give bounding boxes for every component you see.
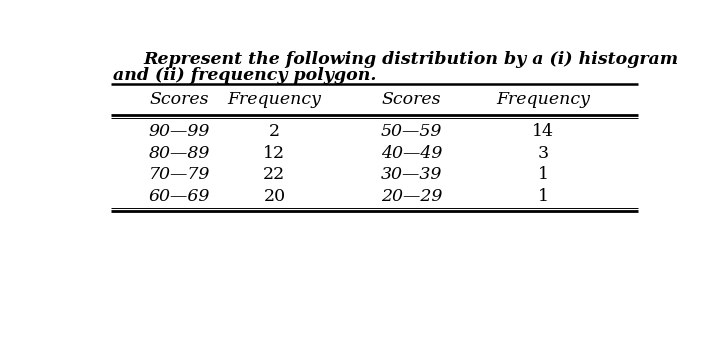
Text: 1: 1 bbox=[538, 187, 549, 205]
Text: 60—69: 60—69 bbox=[149, 187, 210, 205]
Text: 22: 22 bbox=[263, 166, 286, 183]
Text: Scores: Scores bbox=[150, 91, 209, 108]
Text: 80—89: 80—89 bbox=[149, 145, 210, 162]
Text: Scores: Scores bbox=[382, 91, 441, 108]
Text: 1: 1 bbox=[538, 166, 549, 183]
Text: 12: 12 bbox=[263, 145, 286, 162]
Text: 50—59: 50—59 bbox=[381, 123, 442, 140]
Text: 20: 20 bbox=[263, 187, 286, 205]
Text: Represent the following distribution by a (i) histogram: Represent the following distribution by … bbox=[144, 51, 679, 68]
Text: Frequency: Frequency bbox=[496, 91, 590, 108]
Text: Frequency: Frequency bbox=[227, 91, 321, 108]
Text: 2: 2 bbox=[269, 123, 280, 140]
Text: 70—79: 70—79 bbox=[149, 166, 210, 183]
Text: 3: 3 bbox=[538, 145, 549, 162]
Text: 90—99: 90—99 bbox=[149, 123, 210, 140]
Text: 40—49: 40—49 bbox=[381, 145, 442, 162]
Text: 14: 14 bbox=[532, 123, 554, 140]
Text: 20—29: 20—29 bbox=[381, 187, 442, 205]
Text: and (ii) frequency polygon.: and (ii) frequency polygon. bbox=[112, 67, 376, 84]
Text: 30—39: 30—39 bbox=[381, 166, 442, 183]
